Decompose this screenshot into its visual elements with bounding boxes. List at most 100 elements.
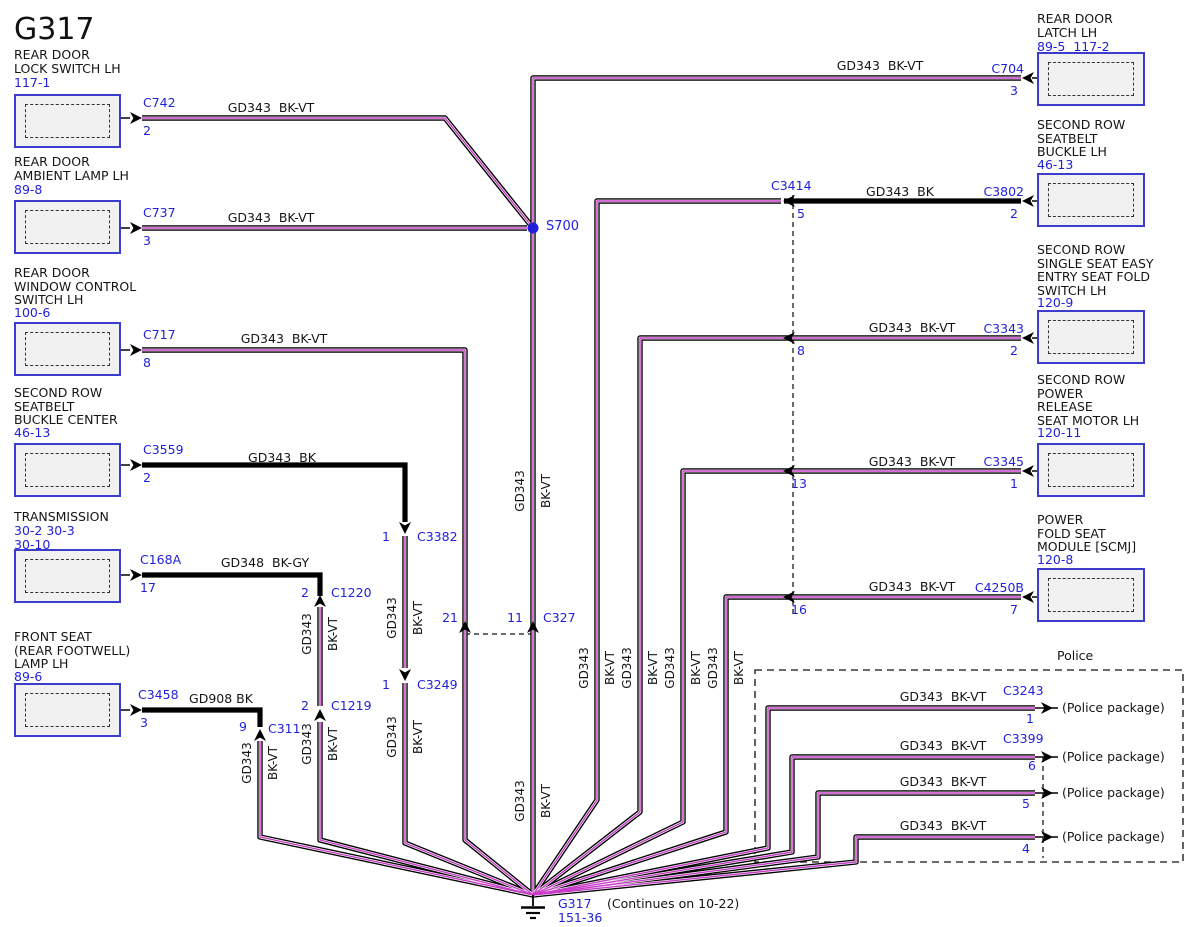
component-box-seat-fold-switch (1037, 310, 1145, 364)
wire-label: GD343 BK-VT (227, 100, 315, 115)
component-name: REAR DOOR AMBIENT LAMP LH (14, 154, 129, 183)
connector-id: C704 (991, 61, 1024, 76)
ground-id: G317 (558, 896, 592, 911)
wire-circuit-label: GD343 (385, 716, 399, 758)
pin-number: 2 (143, 470, 151, 485)
connector-id: C3243 (1003, 683, 1044, 698)
wire-circuit-label: GD343 (663, 647, 677, 689)
connector-cavity-outline (1048, 453, 1134, 487)
component-name: SECOND ROW POWER RELEASE SEAT MOTOR LH (1037, 372, 1140, 428)
wire-label: GD343 BK-VT (868, 454, 956, 469)
pin-number: 2 (301, 698, 309, 713)
wire-color-label: BK-VT (689, 650, 703, 686)
connector-id: C168A (140, 552, 182, 567)
pin-number: 8 (797, 343, 805, 358)
wire-label: GD343 BK-VT (868, 320, 956, 335)
pin-number: 3 (1010, 83, 1018, 98)
component-ref: 120-11 (1037, 425, 1082, 440)
component-name: SECOND ROW SINGLE SEAT EASY ENTRY SEAT F… (1037, 242, 1154, 298)
connector-id: C3399 (1003, 731, 1044, 746)
pin-number: 4 (1022, 841, 1030, 856)
wire-color-label: BK-VT (411, 600, 425, 636)
inline-connector-id-c3414: C3414 (771, 178, 812, 193)
component-ref: 117-1 (14, 75, 51, 90)
connector-id: C737 (143, 205, 176, 220)
wire-label: GD343 BK-VT (899, 774, 987, 789)
component-box-seatbelt-buckle-center (14, 443, 121, 497)
connector-cavity-outline (25, 453, 110, 487)
pin-number: 21 (442, 610, 458, 625)
wire-circuit-label: GD343 (240, 742, 254, 784)
component-name: REAR DOOR LOCK SWITCH LH (14, 47, 121, 76)
component-name: FRONT SEAT (REAR FOOTWELL) LAMP LH (14, 629, 131, 671)
wire-color-label: BK-VT (603, 650, 617, 686)
pin-number: 5 (1022, 796, 1030, 811)
component-box-rear-door-latch (1037, 52, 1145, 106)
component-box-seatbelt-buckle-lh (1037, 173, 1145, 227)
component-box-rear-door-window-control (14, 322, 121, 376)
wire-label: GD343 BK-VT (227, 210, 315, 225)
pin-number: 5 (797, 206, 805, 221)
component-ref: 89-6 (14, 669, 43, 684)
splice-id: S700 (546, 219, 580, 234)
wire-label: GD343 BK-VT (240, 331, 328, 346)
connector-id: C3343 (983, 321, 1024, 336)
pin-number: 9 (239, 719, 247, 734)
connector-cavity-outline (25, 332, 110, 366)
police-package-note: (Police package) (1062, 700, 1165, 715)
ground-symbol (521, 895, 545, 920)
component-ref: 30-2 30-3 30-10 (14, 523, 75, 552)
pin-number: 2 (301, 585, 309, 600)
component-box-front-seat-lamp (14, 683, 121, 737)
inline-connector-id-c3249: C3249 (417, 677, 458, 692)
pin-number: 11 (507, 610, 523, 625)
wire-label: GD343 BK-VT (836, 58, 924, 73)
ground-ref: 151-36 (558, 910, 603, 925)
connector-cavity-outline (25, 559, 110, 593)
pin-number: 2 (143, 123, 151, 138)
pin-number: 13 (791, 476, 807, 491)
connector-id: C742 (143, 95, 176, 110)
wires-black (142, 198, 1021, 727)
component-name: TRANSMISSION (14, 509, 109, 524)
component-name: POWER FOLD SEAT MODULE [SCMJ] (1037, 512, 1137, 554)
wire-label: GD343 BK (866, 184, 934, 199)
wire-label: GD348 BK-GY (220, 555, 310, 570)
component-ref: 89-8 (14, 182, 43, 197)
connector-cavity-outline (1048, 62, 1134, 96)
component-box-rear-door-lock-switch (14, 94, 121, 148)
wire-color-label: BK-VT (326, 616, 340, 652)
connector-cavity-outline (1048, 578, 1134, 612)
component-box-power-fold-seat-module (1037, 568, 1145, 622)
pin-number: 16 (791, 602, 807, 617)
connector-id: C717 (143, 327, 176, 342)
police-package-note: (Police package) (1062, 785, 1165, 800)
wire-circuit-label: GD343 (385, 597, 399, 639)
wire-color-label: BK-VT (266, 745, 280, 781)
pin-number: 6 (1028, 758, 1036, 773)
wire-circuit-label: GD343 (300, 723, 314, 765)
wire-color-label: BK-VT (732, 650, 746, 686)
component-ref: 46-13 (14, 425, 51, 440)
component-name: SECOND ROW SEATBELT BUCKLE CENTER (14, 385, 118, 427)
wire-circuit-label: GD343 (513, 470, 527, 512)
component-name: REAR DOOR LATCH LH (1037, 11, 1113, 40)
connector-id: C3802 (983, 184, 1024, 199)
pin-number: 3 (140, 715, 148, 730)
connector-id: C3458 (138, 687, 179, 702)
pin-number: 2 (1010, 206, 1018, 221)
wire-label: GD343 BK (248, 450, 316, 465)
connector-id: C3559 (143, 442, 184, 457)
pin-number: 1 (1026, 711, 1034, 726)
inline-connector-id-c311: C311 (268, 721, 301, 736)
wire-circuit-label: GD343 (620, 647, 634, 689)
component-box-rear-door-ambient-lamp (14, 200, 121, 254)
component-name: SECOND ROW SEATBELT BUCKLE LH (1037, 117, 1126, 159)
police-box-label: Police (1057, 648, 1094, 663)
police-box-outline (754, 669, 1184, 863)
pin-number: 7 (1010, 602, 1018, 617)
connector-cavity-outline (1048, 183, 1134, 217)
splice-s700-dot (527, 222, 539, 234)
inline-connector-id-c3382: C3382 (417, 529, 458, 544)
